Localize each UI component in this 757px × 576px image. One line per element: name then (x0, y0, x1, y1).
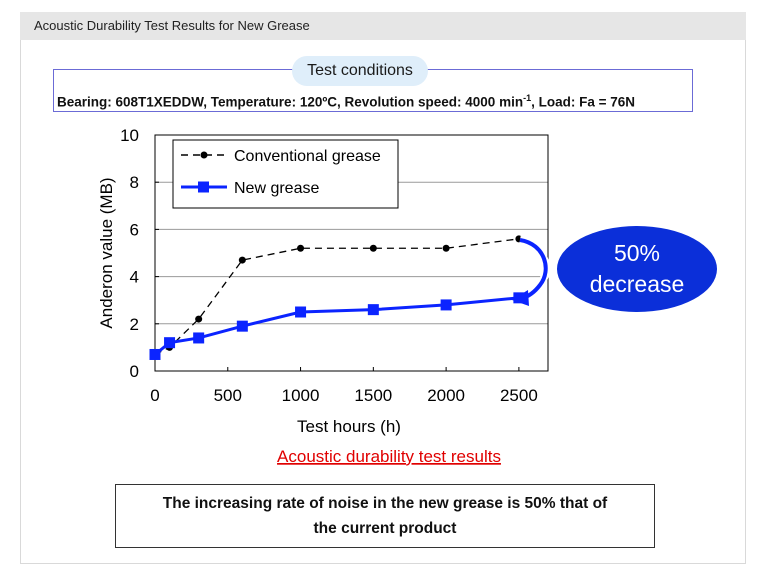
callout-line1: 50% (614, 240, 660, 266)
x-tick-label: 2000 (427, 386, 465, 405)
series-line (154, 238, 519, 356)
data-point (295, 306, 307, 318)
data-point (369, 244, 377, 252)
page-title: Acoustic Durability Test Results for New… (34, 18, 310, 33)
y-tick-label: 2 (130, 315, 139, 334)
data-point (367, 304, 379, 316)
chart-caption: Acoustic durability test results (277, 447, 501, 466)
series-group (149, 235, 525, 360)
y-tick-label: 6 (130, 220, 139, 239)
data-point (440, 299, 452, 311)
conditions-text-tail: , Load: Fa = 76N (531, 94, 635, 110)
y-tick-labels: 0 2 4 6 8 10 (120, 126, 139, 381)
legend-label: New grease (234, 180, 319, 197)
x-tick-label: 2500 (500, 386, 538, 405)
header-bar (20, 12, 746, 40)
x-tick-label: 0 (150, 386, 159, 405)
data-point (195, 315, 203, 323)
data-point (193, 332, 205, 344)
conclusion-line2: the current product (313, 520, 457, 537)
anderon-chart: 0 2 4 6 8 10 0 500 1000 1500 2000 2500 Anderon val… (97, 126, 717, 466)
x-tick-label: 1500 (354, 386, 392, 405)
data-point (149, 348, 161, 360)
decrease-arrow-head (512, 290, 529, 306)
data-point (442, 244, 450, 252)
plot-area-frame (154, 134, 549, 372)
data-point (236, 320, 248, 332)
decrease-arrow-outline (519, 236, 550, 302)
y-tick-label: 10 (120, 126, 139, 145)
data-point (238, 256, 246, 264)
x-axis-label: Test hours (h) (297, 417, 401, 436)
conditions-text-main: Bearing: 608T1XEDDW, Temperature: 120ºC,… (57, 94, 524, 110)
data-point (297, 244, 305, 252)
y-tick-label: 8 (130, 173, 139, 192)
callout-line2: decrease (590, 271, 685, 297)
data-point (164, 337, 176, 349)
x-tick-labels: 0 500 1000 1500 2000 2500 (150, 386, 538, 405)
conclusion-box: The increasing rate of noise in the new … (115, 484, 655, 548)
x-tick-label: 1000 (282, 386, 320, 405)
test-conditions-label: Test conditions (292, 56, 428, 86)
legend-marker (200, 151, 208, 159)
y-tick-label: 4 (130, 268, 139, 287)
test-conditions-text: Bearing: 608T1XEDDW, Temperature: 120ºC,… (57, 93, 635, 110)
conditions-text-sup: -1 (523, 93, 532, 103)
legend-label: Conventional grease (234, 148, 381, 165)
x-tick-label: 500 (214, 386, 242, 405)
legend: Conventional grease New grease (181, 148, 381, 197)
legend-marker (198, 181, 209, 193)
y-axis-label: Anderon value (MB) (97, 177, 116, 328)
legend-box (172, 139, 399, 209)
conclusion-line1: The increasing rate of noise in the new … (162, 495, 608, 512)
decrease-callout (557, 226, 717, 312)
y-tick-label: 0 (130, 362, 139, 381)
series-line (154, 296, 520, 356)
